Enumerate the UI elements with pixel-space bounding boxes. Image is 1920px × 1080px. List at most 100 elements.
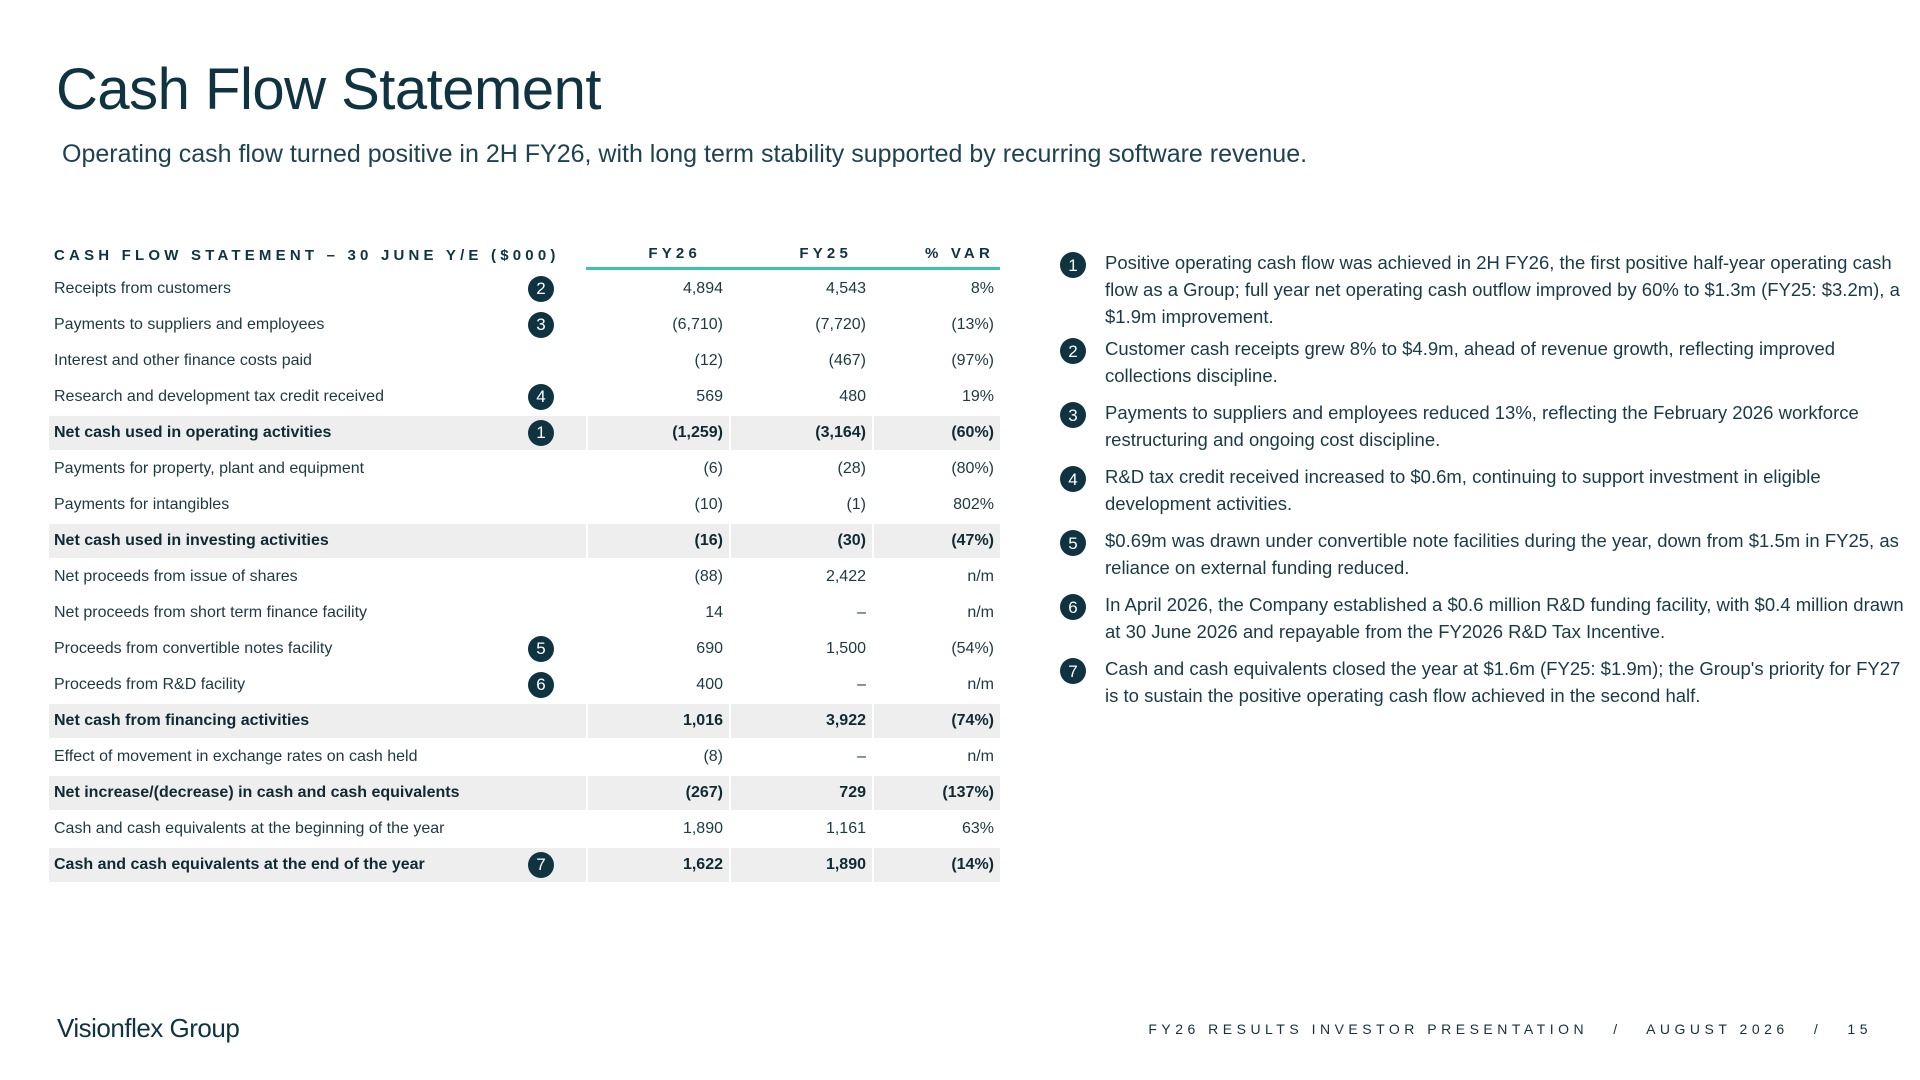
row-label: Net cash from financing activities	[49, 704, 586, 738]
value-fy25: –	[857, 604, 866, 621]
value-fy25: 1,890	[731, 848, 872, 882]
value-fy25: (467)	[828, 352, 866, 369]
row-label-text: Payments for intangibles	[54, 496, 230, 513]
note-number: 1	[1060, 252, 1086, 278]
table-row: Interest and other finance costs paid (12…	[49, 344, 1000, 378]
value-fy26: (16)	[588, 524, 729, 558]
row-label: Net cash used in investing activities	[49, 524, 586, 558]
table-row: Proceeds from convertible notes facility…	[49, 632, 1000, 666]
company-logo: Visionflex Group	[57, 1013, 240, 1043]
row-label-text: Effect of movement in exchange rates on …	[54, 748, 418, 765]
value-var: (137%)	[874, 776, 1000, 810]
value-fy25: 3,922	[731, 704, 872, 738]
column-header-var: % VAR	[872, 240, 1000, 270]
note-text: Customer cash receipts grew 8% to $4.9m,…	[1105, 338, 1836, 386]
note-item: 4 R&D tax credit received increased to $0…	[1060, 463, 1905, 517]
row-label: Proceeds from R&D facility 6	[49, 668, 586, 702]
note-number: 4	[1060, 466, 1086, 492]
value-fy25: (7,720)	[815, 316, 866, 333]
value-fy25: 1,500	[825, 640, 866, 657]
row-label: Cash and cash equivalents at the end of …	[49, 848, 586, 882]
row-label-text: Interest and other finance costs paid	[54, 352, 312, 369]
note-item: 2 Customer cash receipts grew 8% to $4.9m…	[1060, 335, 1905, 389]
value-var: n/m	[967, 568, 994, 585]
value-fy26: 690	[696, 640, 723, 657]
value-fy26: (267)	[588, 776, 729, 810]
row-label: Effect of movement in exchange rates on …	[49, 740, 586, 774]
value-fy26: (12)	[694, 352, 723, 369]
row-label-text: Proceeds from convertible notes facility	[54, 640, 333, 657]
value-var: 802%	[953, 496, 994, 513]
note-item: 5 $0.69m was drawn under convertible note…	[1060, 527, 1905, 581]
value-var: (97%)	[951, 352, 994, 369]
table-row-total: Net cash used in operating activities 1 (1…	[49, 416, 1000, 450]
table-body: Receipts from customers 2 4,894 4,543 8% Paym…	[49, 272, 1000, 882]
value-var: (54%)	[951, 640, 994, 657]
row-label-text: Payments for property, plant and equipme…	[54, 460, 365, 477]
note-item: 7 Cash and cash equivalents closed the ye…	[1060, 655, 1905, 709]
row-label: Net proceeds from short term finance fac…	[49, 596, 586, 630]
table-row: Net proceeds from short term finance fac…	[49, 596, 1000, 630]
note-marker: 6	[528, 672, 554, 698]
value-fy26: (6,710)	[672, 316, 723, 333]
row-label-text: Payments to suppliers and employees	[54, 316, 325, 333]
value-fy25: (3,164)	[731, 416, 872, 450]
column-header-description: CASH FLOW STATEMENT – 30 JUNE Y/E ($000)	[54, 246, 560, 264]
table-row-total: Net cash from financing activities 1,016 3…	[49, 704, 1000, 738]
table-header: CASH FLOW STATEMENT – 30 JUNE Y/E ($000)…	[49, 240, 1000, 270]
row-label-text: Proceeds from R&D facility	[54, 676, 246, 693]
value-fy26: 1,622	[588, 848, 729, 882]
value-var: (13%)	[951, 316, 994, 333]
value-var: 63%	[961, 820, 994, 837]
row-label: Payments to suppliers and employees 3	[49, 308, 586, 342]
column-header-fy25: FY25	[729, 240, 872, 270]
value-var: (47%)	[874, 524, 1000, 558]
table-row: Proceeds from R&D facility 6 400 – n/m	[49, 668, 1000, 702]
row-label: Net increase/(decrease) in cash and cash…	[49, 776, 586, 810]
table-row-total: Net increase/(decrease) in cash and cash…	[49, 776, 1000, 810]
value-fy25: 729	[731, 776, 872, 810]
table-row: Receipts from customers 2 4,894 4,543 8%	[49, 272, 1000, 306]
row-label-text: Net cash used in investing activities	[54, 532, 329, 549]
table-row: Payments for property, plant and equipme…	[49, 452, 1000, 486]
row-label: Net cash used in operating activities 1	[49, 416, 586, 450]
note-item: 1 Positive operating cash flow was achiev…	[1060, 249, 1905, 330]
value-var: 19%	[961, 388, 994, 405]
value-fy25: (1)	[846, 496, 866, 513]
value-fy26: (6)	[703, 460, 723, 477]
row-label-text: Research and development tax credit rece…	[54, 388, 384, 405]
note-marker: 7	[528, 852, 554, 878]
note-text: Cash and cash equivalents closed the yea…	[1105, 658, 1901, 706]
value-fy25: 480	[839, 388, 866, 405]
column-header-fy26: FY26	[586, 240, 729, 270]
value-fy26: (88)	[694, 568, 723, 585]
cash-flow-table: CASH FLOW STATEMENT – 30 JUNE Y/E ($000)…	[49, 240, 1000, 882]
row-label: Research and development tax credit rece…	[49, 380, 586, 414]
value-var: n/m	[967, 676, 994, 693]
footer-text: FY26 RESULTS INVESTOR PRESENTATION / AUG…	[1148, 1021, 1872, 1037]
note-item: 3 Payments to suppliers and employees red…	[1060, 399, 1905, 453]
note-number: 3	[1060, 402, 1086, 428]
value-fy25: –	[857, 676, 866, 693]
note-text: R&D tax credit received increased to $0.…	[1105, 466, 1821, 514]
value-fy25: –	[857, 748, 866, 765]
row-label: Interest and other finance costs paid	[49, 344, 586, 378]
row-label-text: Net proceeds from short term finance fac…	[54, 604, 368, 621]
value-fy25: 2,422	[825, 568, 866, 585]
note-number: 5	[1060, 530, 1086, 556]
value-var: (80%)	[951, 460, 994, 477]
value-fy26: 14	[705, 604, 723, 621]
note-marker: 2	[528, 276, 554, 302]
note-item: 6 In April 2026, the Company established …	[1060, 591, 1905, 645]
note-number: 2	[1060, 338, 1086, 364]
row-label-text: Receipts from customers	[54, 280, 231, 297]
row-label-text: Net cash from financing activities	[54, 712, 310, 729]
value-fy25: 4,543	[825, 280, 866, 297]
value-var: n/m	[967, 604, 994, 621]
note-marker: 1	[528, 420, 554, 446]
value-fy26: 4,894	[682, 280, 723, 297]
table-row: Research and development tax credit rece…	[49, 380, 1000, 414]
row-label-text: Net increase/(decrease) in cash and cash…	[54, 784, 460, 801]
value-fy26: (10)	[694, 496, 723, 513]
value-fy26: 1,016	[588, 704, 729, 738]
